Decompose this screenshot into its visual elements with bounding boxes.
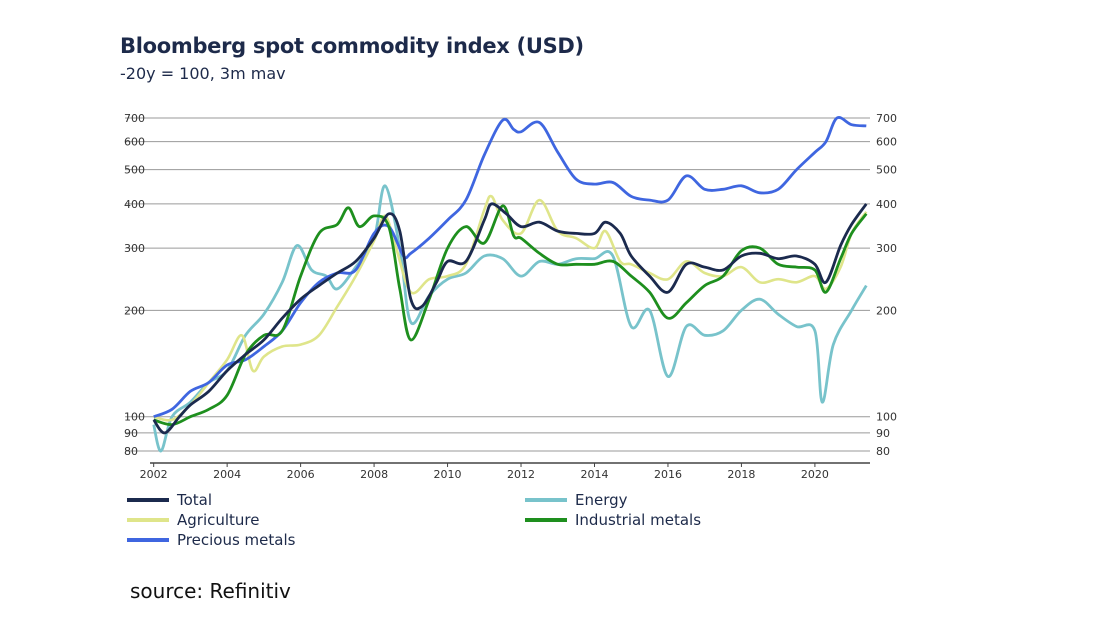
y-tick-right-400: 400: [876, 198, 897, 211]
gridlines: [125, 117, 870, 464]
legend-swatch-agriculture: [127, 518, 169, 522]
legend-swatch-industrial-metals: [525, 518, 567, 522]
legend-swatch-energy: [525, 498, 567, 502]
axis-ticks: 80 80 90 90 100 100 200 200 300 300 400 400 500 500 60…: [124, 112, 897, 481]
x-tick-2016: 2016: [654, 468, 682, 481]
legend: Total Agriculture Precious metals Energy…: [127, 490, 827, 550]
x-tick-2020: 2020: [801, 468, 829, 481]
y-tick-right-500: 500: [876, 164, 897, 177]
y-tick-left-100: 100: [124, 411, 145, 424]
y-tick-left-200: 200: [124, 304, 145, 317]
series-line-agriculture: [153, 194, 868, 422]
series-line-energy: [152, 184, 868, 453]
y-tick-right-100: 100: [876, 411, 897, 424]
x-tick-2006: 2006: [287, 468, 315, 481]
series-lines: [152, 116, 868, 453]
y-tick-right-600: 600: [876, 136, 897, 149]
y-tick-right-80: 80: [876, 445, 890, 458]
legend-label-agriculture: Agriculture: [177, 511, 260, 529]
legend-label-precious-metals: Precious metals: [177, 531, 296, 549]
legend-label-total: Total: [177, 491, 213, 509]
y-tick-left-90: 90: [124, 427, 138, 440]
x-tick-2002: 2002: [140, 468, 168, 481]
x-tick-2010: 2010: [434, 468, 462, 481]
y-tick-right-300: 300: [876, 242, 897, 255]
legend-label-industrial-metals: Industrial metals: [575, 511, 702, 529]
legend-swatch-precious-metals: [127, 538, 169, 542]
chart-subtitle: -20y = 100, 3m mav: [120, 64, 286, 83]
y-tick-left-80: 80: [124, 445, 138, 458]
chart-title: Bloomberg spot commodity index (USD): [120, 34, 584, 58]
y-tick-left-700: 700: [124, 112, 145, 125]
y-tick-right-90: 90: [876, 427, 890, 440]
x-tick-2014: 2014: [580, 468, 608, 481]
series-line-total: [152, 202, 868, 435]
source-note: source: Refinitiv: [130, 579, 291, 603]
legend-swatch-total: [127, 498, 169, 502]
y-tick-left-400: 400: [124, 198, 145, 211]
y-tick-left-300: 300: [124, 242, 145, 255]
y-tick-right-200: 200: [876, 304, 897, 317]
x-tick-2018: 2018: [727, 468, 755, 481]
series-line-industrial: [153, 204, 868, 427]
x-tick-2012: 2012: [507, 468, 535, 481]
y-tick-left-600: 600: [124, 136, 145, 149]
x-tick-2004: 2004: [213, 468, 241, 481]
y-tick-right-700: 700: [876, 112, 897, 125]
legend-label-energy: Energy: [575, 491, 628, 509]
x-tick-2008: 2008: [360, 468, 388, 481]
y-tick-left-500: 500: [124, 164, 145, 177]
